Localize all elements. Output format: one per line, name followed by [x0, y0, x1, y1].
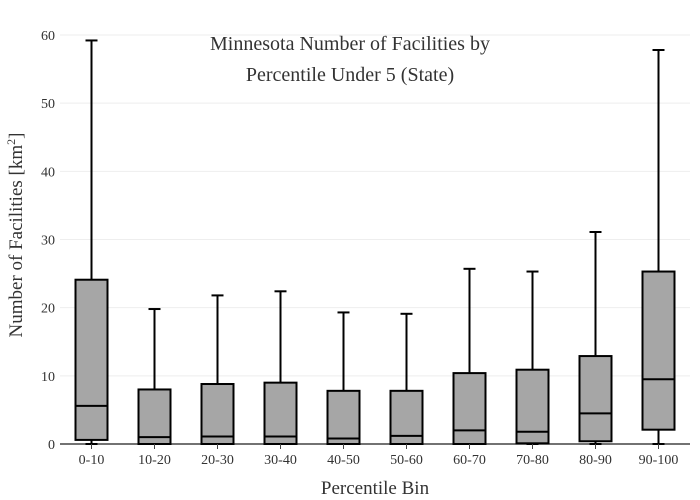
chart-title-line-2: Percentile Under 5 (State): [246, 64, 454, 86]
y-axis-title-main: Number of Facilities [km: [6, 145, 27, 338]
box-body: [326, 389, 361, 445]
box-50-60: [389, 312, 424, 445]
box-body: [578, 355, 613, 443]
box-body: [200, 383, 235, 446]
y-tick-label: 20: [41, 302, 55, 317]
x-tick-label: 60-70: [453, 453, 486, 468]
x-tick-label: 40-50: [327, 453, 360, 468]
x-tick-label: 10-20: [138, 453, 171, 468]
box-30-40: [263, 290, 298, 445]
box-series: [74, 39, 676, 446]
y-tick-label: 60: [41, 29, 55, 44]
box-body: [263, 381, 298, 445]
box-70-80: [515, 270, 550, 445]
x-tick-label: 0-10: [79, 453, 105, 468]
x-tick-label: 20-30: [201, 453, 234, 468]
y-tick-label: 40: [41, 165, 55, 180]
y-tick-label: 0: [48, 438, 55, 453]
box-10-20: [137, 308, 172, 446]
y-tick-label: 10: [41, 370, 55, 385]
y-tick-label: 30: [41, 234, 55, 249]
y-tick-label: 50: [41, 97, 55, 112]
box-0-10: [74, 39, 109, 445]
box-80-90: [578, 231, 613, 445]
box-20-30: [200, 294, 235, 446]
x-tick-label: 70-80: [516, 453, 549, 468]
box-90-100: [641, 48, 676, 445]
box-40-50: [326, 311, 361, 445]
x-tick-label: 30-40: [264, 453, 297, 468]
y-axis-ticks: 0 10 20 30 40 50 60: [41, 29, 55, 453]
x-tick-label: 80-90: [579, 453, 612, 468]
x-tick-label: 90-100: [639, 453, 679, 468]
x-tick-label: 50-60: [390, 453, 423, 468]
x-axis-ticks: 0-10 10-20 20-30 30-40 40-50 50-60 60-70 70-80 8…: [79, 444, 679, 468]
box-60-70: [452, 267, 487, 445]
y-axis-title-superscript: 2: [4, 139, 18, 145]
box-body: [137, 388, 172, 446]
y-axis-title-end: ]: [6, 133, 27, 139]
x-axis-title: Percentile Bin: [321, 478, 430, 499]
y-axis-title: Number of Facilities [km2]: [4, 133, 27, 338]
box-body: [641, 270, 676, 431]
chart-title-line-1: Minnesota Number of Facilities by: [210, 33, 490, 55]
box-body: [452, 372, 487, 445]
box-body: [74, 278, 109, 441]
